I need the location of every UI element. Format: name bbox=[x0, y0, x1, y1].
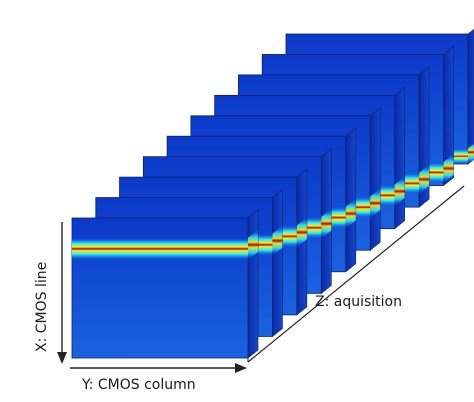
y-axis-label: Y: CMOS column bbox=[81, 377, 196, 393]
frame-side-band bbox=[468, 143, 474, 164]
z-axis-label: Z: aquisition bbox=[315, 294, 402, 310]
floor-front-edge bbox=[247, 185, 465, 363]
frame-side-band bbox=[345, 198, 356, 229]
x-axis-arrowhead bbox=[57, 352, 67, 364]
frame-side bbox=[369, 107, 381, 251]
frame-side bbox=[467, 28, 474, 165]
frame-side-band bbox=[321, 208, 332, 239]
frame-side-band bbox=[272, 225, 283, 256]
x-axis bbox=[57, 222, 67, 364]
frame-side bbox=[272, 188, 283, 338]
y-axis bbox=[70, 363, 247, 373]
y-axis-arrowhead bbox=[235, 363, 247, 373]
frame-stack bbox=[71, 28, 474, 359]
frame-side-band bbox=[370, 188, 381, 218]
frame-intensity-band bbox=[72, 237, 248, 260]
x-axis-label: X: CMOS line bbox=[34, 262, 50, 352]
frame-side bbox=[394, 86, 405, 230]
frame-side-band bbox=[443, 153, 454, 183]
acquisition-frame-1 bbox=[71, 209, 259, 359]
frame-side-band bbox=[394, 176, 405, 206]
frame-side-band bbox=[248, 229, 258, 260]
frame-side-band bbox=[419, 164, 430, 194]
frame-side-band bbox=[296, 217, 307, 248]
